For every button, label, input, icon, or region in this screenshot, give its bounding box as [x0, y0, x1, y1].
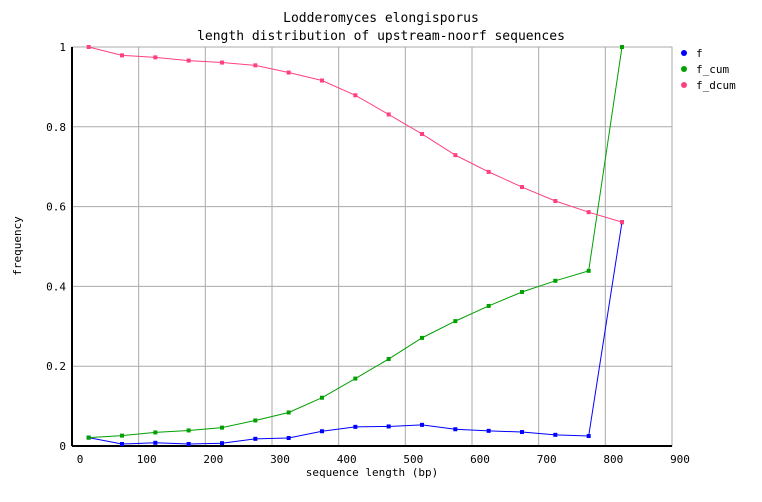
data-point	[586, 268, 591, 273]
chart-subtitle: length distribution of upstream-noorf se…	[197, 29, 565, 44]
data-point	[520, 289, 524, 294]
data-point	[186, 58, 191, 63]
data-point	[420, 131, 424, 136]
x-tick-label: 200	[203, 453, 223, 466]
plot-frame	[71, 46, 673, 447]
data-point	[220, 425, 224, 430]
legend-label: f_dcum	[696, 79, 736, 92]
x-tick-label: 700	[537, 453, 557, 466]
data-point	[153, 440, 158, 445]
x-tick-label: 100	[137, 453, 157, 466]
x-tick-label: 800	[603, 453, 623, 466]
y-tick-label: 0.8	[46, 121, 66, 134]
data-point	[420, 422, 424, 427]
data-point	[253, 63, 258, 68]
tick-labels: 0 100 200 300 400 500 600 700 800 900 0 0.2 0.4 0.6 0.…	[46, 41, 690, 466]
y-tick-label: 0	[59, 440, 66, 453]
data-point	[153, 55, 158, 60]
data-point	[186, 428, 191, 433]
data-point	[186, 442, 191, 447]
data-point	[220, 441, 224, 446]
data-point	[453, 319, 458, 324]
y-tick-label: 0.6	[46, 201, 66, 214]
data-point	[553, 432, 558, 437]
data-point	[120, 53, 124, 58]
data-point	[86, 45, 91, 49]
data-point	[286, 70, 291, 75]
series-line-f	[88, 222, 623, 445]
data-point	[453, 427, 458, 432]
data-point	[220, 60, 224, 65]
legend-label: f	[696, 47, 703, 60]
data-point	[253, 418, 258, 423]
y-tick-label: 0.4	[46, 280, 66, 293]
data-point	[620, 45, 624, 49]
data-point	[586, 434, 591, 439]
data-point	[453, 153, 458, 158]
data-point	[120, 442, 124, 447]
x-tick-label: 300	[270, 453, 290, 466]
data-point	[420, 335, 424, 340]
x-tick-label: 600	[470, 453, 490, 466]
data-point	[486, 428, 491, 433]
y-tick-label: 0.2	[46, 360, 66, 373]
x-tick-label: 900	[670, 453, 690, 466]
data-point	[320, 395, 324, 400]
legend-marker	[681, 50, 687, 56]
data-point	[153, 430, 158, 435]
data-point	[286, 436, 291, 441]
data-point	[320, 429, 324, 434]
data-point	[520, 430, 524, 435]
grid	[72, 47, 672, 446]
legend-marker	[681, 82, 687, 88]
y-tick-label: 1	[59, 41, 66, 54]
data-point	[286, 410, 291, 415]
data-point	[386, 112, 391, 117]
data-point	[620, 220, 624, 225]
data-point	[586, 210, 591, 215]
legend: f f_cum f_dcum	[681, 47, 736, 92]
data-point	[86, 435, 91, 440]
legend-label: f_cum	[696, 63, 729, 76]
legend-marker	[681, 66, 687, 72]
data-point	[253, 436, 258, 441]
series-layer	[86, 45, 624, 447]
data-point	[520, 185, 524, 190]
series-line-f-dcum	[88, 46, 623, 223]
x-tick-label: 500	[403, 453, 423, 466]
x-tick-label: 400	[337, 453, 357, 466]
data-point	[120, 433, 124, 438]
data-point	[320, 78, 324, 83]
data-point	[353, 376, 358, 381]
data-point	[486, 303, 491, 308]
data-point	[386, 357, 391, 362]
data-point	[486, 169, 491, 174]
data-point	[553, 199, 558, 204]
data-point	[353, 424, 358, 429]
data-point	[553, 278, 558, 283]
data-point	[386, 424, 391, 429]
x-tick-label: 0	[77, 453, 84, 466]
x-axis-label: sequence length (bp)	[306, 466, 438, 479]
data-point	[353, 93, 358, 98]
y-axis-label: frequency	[11, 216, 24, 276]
chart-title: Lodderomyces elongisporus	[283, 11, 479, 26]
